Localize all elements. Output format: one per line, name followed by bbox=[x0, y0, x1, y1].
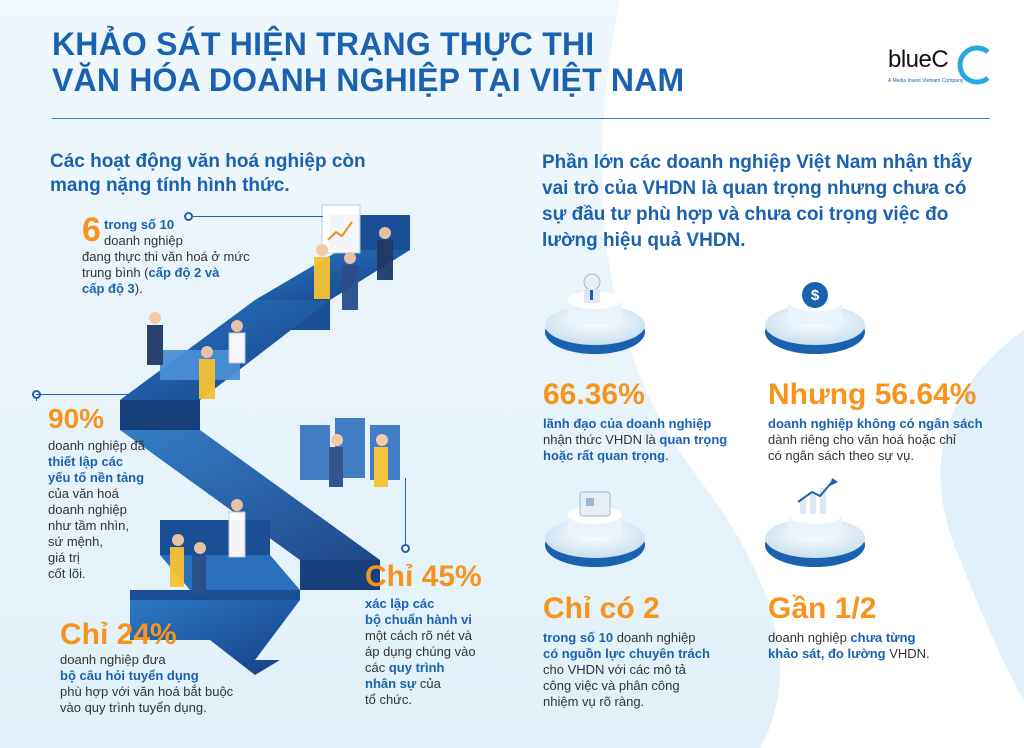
pedestal-1 bbox=[545, 273, 645, 354]
stat-highlight: xác lập các bbox=[365, 596, 435, 611]
stat-number: 6 bbox=[82, 211, 101, 249]
title-line-1: KHẢO SÁT HIỆN TRẠNG THỰC THI bbox=[52, 26, 595, 62]
stat-highlight: quan trọng bbox=[659, 432, 728, 447]
stat-highlight: bộ câu hỏi tuyển dụng bbox=[60, 668, 199, 683]
stat-text: như tầm nhìn, bbox=[48, 518, 129, 533]
connector-dot bbox=[401, 544, 410, 553]
stat-text: doanh nghiệp bbox=[613, 630, 696, 645]
stat-number: Chỉ 45% bbox=[365, 560, 482, 593]
illustration-people bbox=[147, 204, 400, 595]
leader-icon bbox=[584, 276, 600, 304]
id-card-icon bbox=[580, 492, 610, 516]
left-stat-2: 90% doanh nghiệp đã thiết lập các yếu tố… bbox=[48, 404, 208, 582]
logo-subtitle: A Media Invest Vietnam Company bbox=[888, 78, 964, 84]
stat-highlight: khảo sát, đo lường bbox=[768, 646, 886, 661]
left-heading: Các hoạt động văn hoá nghiệp còn mang nặ… bbox=[50, 151, 366, 196]
stat-number: Chỉ 24% bbox=[60, 618, 177, 651]
stat-highlight: doanh nghiệp không có ngân sách bbox=[768, 416, 983, 431]
stat-number: Nhưng 56.64% bbox=[768, 378, 977, 411]
stat-text: dành riêng cho văn hoá hoặc chỉ bbox=[768, 432, 956, 447]
stat-text: cốt lõi. bbox=[48, 566, 86, 581]
stat-text: tổ chức. bbox=[365, 692, 412, 707]
stat-text: sứ mệnh, bbox=[48, 534, 103, 549]
stat-highlight: có nguồn lực chuyên trách bbox=[543, 646, 710, 661]
title-line-2: VĂN HÓA DOANH NGHIỆP TẠI VIỆT NAM bbox=[52, 62, 685, 98]
right-stat-1: 66.36% lãnh đạo của doanh nghiệp nhận th… bbox=[543, 380, 773, 464]
stat-text: doanh nghiệp đưa bbox=[60, 652, 166, 667]
connector-line bbox=[36, 394, 136, 395]
stat-highlight: cấp độ 2 và bbox=[148, 265, 220, 280]
pedestal-4 bbox=[765, 478, 865, 567]
stat-number: 90% bbox=[48, 403, 105, 434]
connector-line bbox=[36, 399, 37, 401]
growth-chart-icon bbox=[798, 480, 838, 514]
stat-text: một cách rõ nét và bbox=[365, 628, 472, 643]
stat-text: các bbox=[365, 660, 389, 675]
stat-text: doanh nghiệp đã bbox=[48, 438, 145, 453]
stat-text: doanh nghiệp bbox=[768, 630, 851, 645]
stat-text: doanh nghiệp bbox=[104, 233, 183, 248]
stat-text: nhận thức VHDN là bbox=[543, 432, 660, 447]
pedestal-2: $ bbox=[765, 282, 865, 354]
svg-text:$: $ bbox=[811, 287, 820, 304]
right-stat-3: Chỉ có 2 trong số 10 doanh nghiệp có ngu… bbox=[543, 594, 773, 710]
stat-text: giá trị bbox=[48, 550, 80, 565]
connector-dot bbox=[184, 212, 193, 221]
stat-text: nhiệm vụ rõ ràng. bbox=[543, 694, 645, 709]
right-heading: Phần lớn các doanh nghiệp Việt Nam nhận … bbox=[542, 152, 973, 251]
stat-text: . bbox=[665, 448, 669, 463]
stat-text: cho VHDN với các mô tả bbox=[543, 662, 686, 677]
stat-text: VHDN. bbox=[885, 646, 930, 661]
stat-number: 66.36% bbox=[543, 378, 645, 411]
stat-highlight: yếu tố nền tảng bbox=[48, 470, 145, 485]
dollar-icon bbox=[802, 282, 828, 308]
logo-text: blueC bbox=[888, 46, 949, 73]
stat-text: có ngân sách theo sự vụ. bbox=[768, 448, 915, 463]
stat-highlight: bộ chuẩn hành vi bbox=[365, 612, 472, 627]
left-stat-4: Chỉ 45% xác lập các bộ chuẩn hành vi một… bbox=[365, 562, 525, 708]
brand-logo: blueC A Media Invest Vietnam Company bbox=[884, 40, 994, 90]
connector-line bbox=[405, 478, 406, 548]
stat-highlight: quy trình bbox=[388, 660, 445, 675]
stat-highlight: lãnh đạo của doanh nghiệp bbox=[543, 416, 712, 431]
page-title: KHẢO SÁT HIỆN TRẠNG THỰC THI VĂN HÓA DOA… bbox=[52, 26, 752, 98]
left-stat-3: Chỉ 24% doanh nghiệp đưa bộ câu hỏi tuyể… bbox=[60, 620, 300, 716]
stat-text: áp dụng chúng vào bbox=[365, 644, 476, 659]
stat-number: Gần 1/2 bbox=[768, 592, 877, 625]
connector-line bbox=[193, 216, 323, 217]
right-stat-2: Nhưng 56.64% doanh nghiệp không có ngân … bbox=[768, 380, 1008, 464]
stat-number: Chỉ có 2 bbox=[543, 592, 660, 625]
pedestal-3 bbox=[545, 491, 645, 567]
stat-highlight: hoặc rất quan trọng bbox=[543, 448, 666, 463]
stat-highlight: trong số 10 bbox=[104, 217, 175, 232]
stat-text: của bbox=[416, 676, 441, 691]
stat-text: trung bình ( bbox=[82, 265, 149, 280]
stat-text: ). bbox=[134, 281, 143, 296]
stat-highlight: trong số 10 bbox=[543, 630, 614, 645]
stat-highlight: cấp độ 3 bbox=[82, 281, 135, 296]
stat-text: doanh nghiệp bbox=[48, 502, 127, 517]
stat-highlight: chưa từng bbox=[850, 630, 916, 645]
right-stat-4: Gần 1/2 doanh nghiệp chưa từng khảo sát,… bbox=[768, 594, 1008, 662]
stat-highlight: nhân sự bbox=[365, 676, 417, 691]
stat-text: công việc và phân công bbox=[543, 678, 680, 693]
stat-text: đang thực thi văn hoá ở mức bbox=[82, 249, 250, 264]
stat-highlight: thiết lập các bbox=[48, 454, 124, 469]
stat-text: của văn hoá bbox=[48, 486, 119, 501]
header-divider bbox=[52, 118, 990, 119]
stat-text: phù hợp với văn hoá bắt buộc bbox=[60, 684, 234, 699]
stat-text: vào quy trình tuyển dụng. bbox=[60, 700, 207, 715]
